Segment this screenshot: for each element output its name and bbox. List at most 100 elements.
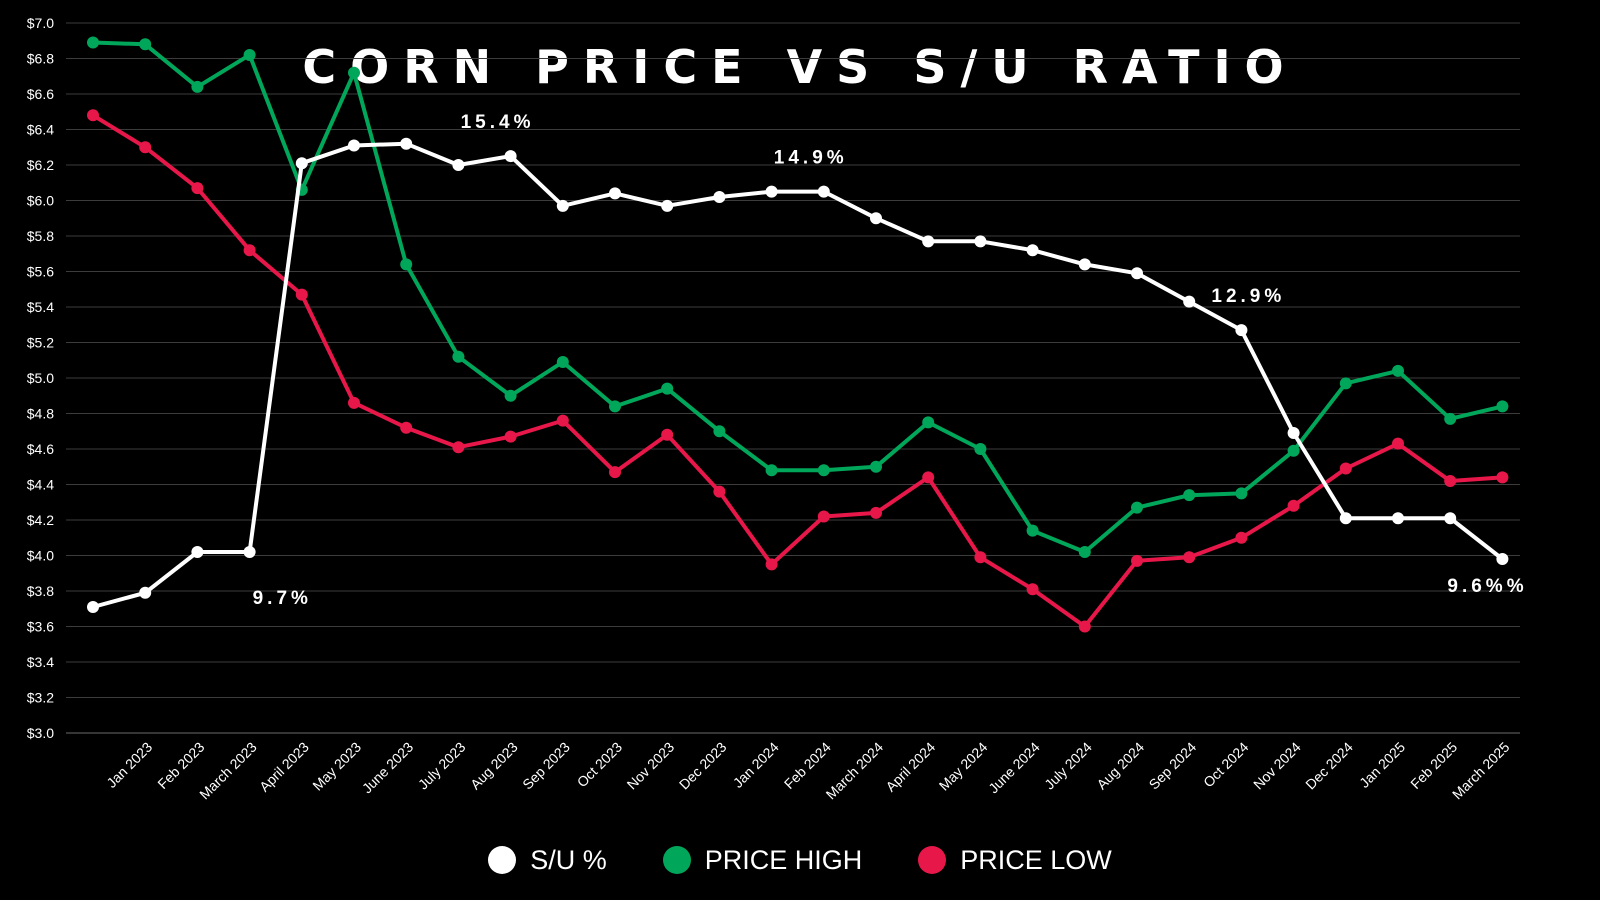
point-price-low xyxy=(661,428,674,441)
point-price-low xyxy=(1131,554,1143,567)
y-tick-label: $4.6 xyxy=(27,441,54,457)
point-price-low xyxy=(1235,531,1248,544)
point-price-high xyxy=(713,425,726,438)
annotation-label: 15.4% xyxy=(461,112,535,133)
point-s-u xyxy=(1078,258,1091,271)
point-price-low xyxy=(1339,462,1352,475)
gridlines xyxy=(66,22,1520,734)
x-tick-label: Feb 2024 xyxy=(781,739,834,792)
x-tick-label: July 2023 xyxy=(415,739,469,793)
point-price-low xyxy=(348,396,360,409)
x-tick-label: Sep 2024 xyxy=(1146,739,1200,793)
x-tick-label: Aug 2023 xyxy=(467,739,521,793)
y-tick-label: $5.8 xyxy=(27,228,54,244)
point-price-high xyxy=(243,48,256,61)
annotations: 9.7% 15.4% 14.9% 12.9% 9.6%% xyxy=(253,112,1527,609)
series-lines xyxy=(87,36,1509,633)
legend-item-price-low[interactable]: PRICE LOW xyxy=(918,845,1112,876)
y-tick-label: $3.4 xyxy=(27,654,54,670)
point-price-low xyxy=(922,471,935,484)
point-price-high xyxy=(1026,524,1039,537)
point-price-low xyxy=(400,421,413,434)
x-tick-label: Feb 2023 xyxy=(154,739,207,792)
point-s-u xyxy=(1496,553,1509,566)
point-s-u xyxy=(348,139,360,152)
point-price-high xyxy=(504,389,517,402)
point-price-low xyxy=(609,466,621,479)
point-price-low xyxy=(1496,471,1509,484)
legend-su-dot-icon xyxy=(488,846,517,874)
point-s-u xyxy=(713,190,726,203)
x-tick-label: July 2024 xyxy=(1041,739,1095,793)
point-price-low xyxy=(713,485,726,498)
point-price-high xyxy=(139,38,152,51)
point-s-u xyxy=(1287,427,1300,440)
y-tick-label: $4.8 xyxy=(27,406,54,422)
point-price-high xyxy=(1183,489,1196,502)
point-price-high xyxy=(452,350,465,363)
annotation-label: 9.6%% xyxy=(1447,576,1527,597)
y-axis-ticks: $3.0 $3.2 $3.4 $3.6 $3.8 $4.0 $4.2 $4.4 $4.6 $4.8… xyxy=(27,15,54,741)
point-s-u xyxy=(922,235,935,248)
legend: S/U % PRICE HIGH PRICE LOW xyxy=(0,838,1600,882)
series-line-price-low xyxy=(91,113,1503,629)
y-tick-label: $4.0 xyxy=(27,548,54,564)
legend-price-low-label: PRICE LOW xyxy=(960,844,1112,875)
point-price-low xyxy=(974,551,987,564)
x-tick-label: March 2024 xyxy=(823,739,887,803)
point-s-u xyxy=(661,199,674,212)
x-tick-label: March 2023 xyxy=(196,739,260,803)
legend-item-su[interactable]: S/U % xyxy=(488,845,607,876)
annotation-label: 9.7% xyxy=(253,588,312,609)
point-price-high xyxy=(609,400,621,413)
legend-item-price-high[interactable]: PRICE HIGH xyxy=(662,844,863,876)
point-s-u xyxy=(556,199,569,212)
point-price-high xyxy=(1444,412,1457,425)
y-tick-label: $6.0 xyxy=(27,193,54,209)
legend-price-high-dot-icon xyxy=(662,846,691,874)
point-price-high xyxy=(870,460,882,473)
point-price-low xyxy=(87,109,99,122)
point-s-u xyxy=(1235,324,1248,337)
x-tick-label: Dec 2023 xyxy=(676,739,730,793)
point-price-high xyxy=(1392,364,1404,377)
x-tick-label: Jan 2025 xyxy=(1356,739,1408,791)
point-s-u xyxy=(1392,512,1404,525)
y-tick-label: $6.4 xyxy=(27,122,54,138)
point-price-high xyxy=(1131,501,1143,514)
y-tick-label: $6.8 xyxy=(27,51,54,67)
x-tick-label: Feb 2025 xyxy=(1407,739,1460,792)
point-s-u xyxy=(870,212,882,225)
point-s-u xyxy=(191,545,204,558)
x-tick-label: Sep 2023 xyxy=(519,739,573,793)
point-price-low xyxy=(1183,551,1196,564)
point-price-low xyxy=(295,288,308,301)
point-price-low xyxy=(1287,499,1300,512)
point-price-low xyxy=(1078,620,1091,633)
point-s-u xyxy=(452,159,465,171)
chart-title: CORN PRICE VS S/U RATIO xyxy=(302,40,1297,94)
point-price-high xyxy=(400,258,413,271)
point-price-high xyxy=(87,36,99,49)
point-price-low xyxy=(870,506,882,519)
legend-price-high-label: PRICE HIGH xyxy=(704,844,863,875)
point-s-u xyxy=(1444,512,1457,525)
x-tick-label: May 2023 xyxy=(309,739,364,794)
x-tick-label: Jan 2024 xyxy=(730,739,782,791)
point-price-low xyxy=(139,141,152,154)
x-tick-label: Jan 2023 xyxy=(103,739,155,791)
x-tick-label: Oct 2024 xyxy=(1200,739,1252,791)
point-price-high xyxy=(1235,487,1248,500)
x-tick-label: March 2025 xyxy=(1449,739,1513,803)
y-tick-label: $6.2 xyxy=(27,157,54,173)
point-price-low xyxy=(1026,583,1039,596)
point-price-high xyxy=(974,443,987,455)
point-price-high xyxy=(1078,545,1091,558)
point-price-low xyxy=(1392,437,1404,450)
x-tick-label: June 2024 xyxy=(985,739,1043,797)
legend-su-label: S/U % xyxy=(530,844,607,875)
point-s-u xyxy=(974,235,987,248)
point-s-u xyxy=(1183,295,1196,308)
